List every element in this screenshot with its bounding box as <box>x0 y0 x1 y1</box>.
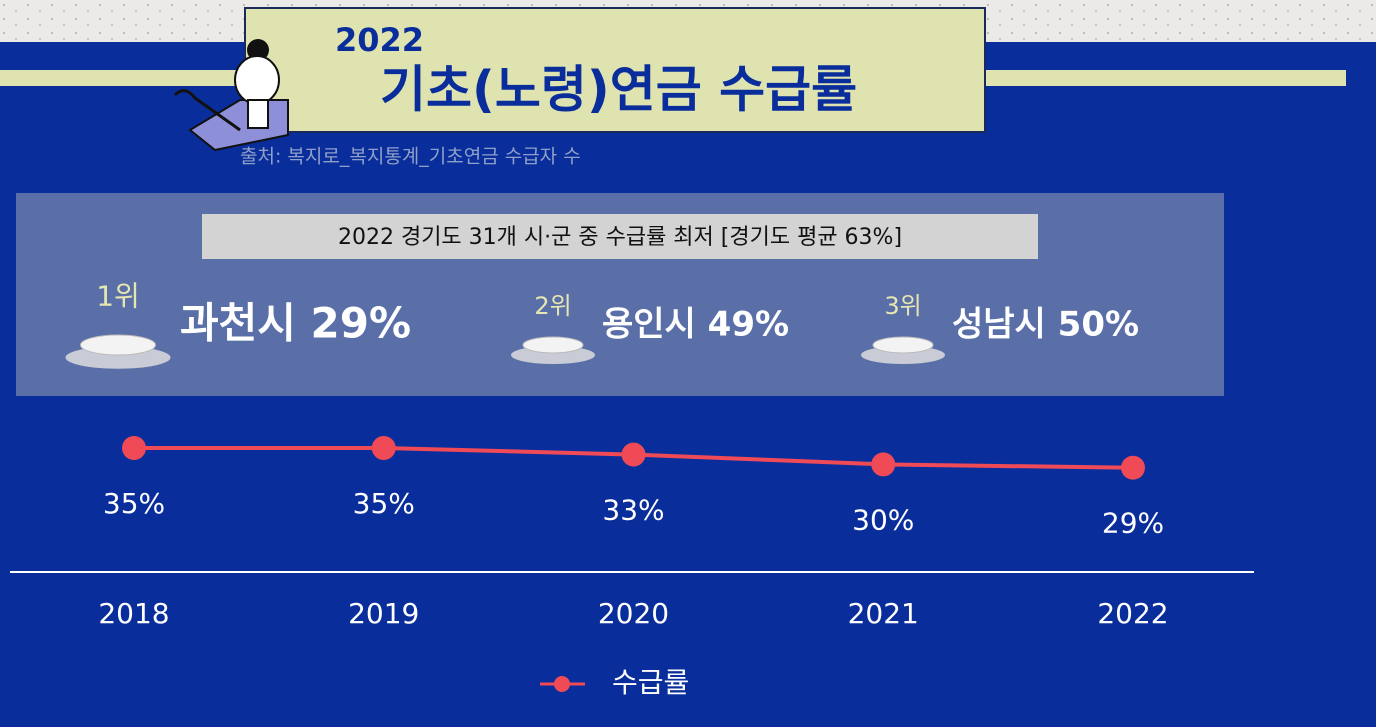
rank-label: 1위 <box>96 280 140 313</box>
title-year: 2022 <box>335 21 424 59</box>
point <box>621 442 646 467</box>
x-tick-label: 2019 <box>348 597 419 630</box>
x-tick-label: 2021 <box>848 597 919 630</box>
heading-box <box>202 214 1038 259</box>
rank-label: 2위 <box>534 292 571 320</box>
title-box <box>244 7 986 133</box>
data-label: 30% <box>852 503 914 536</box>
source: 출처: 복지로_복지통계_기초연금 수급자 수 <box>240 146 581 168</box>
x-tick-label: 2020 <box>598 597 669 630</box>
point <box>871 452 896 477</box>
point <box>371 436 396 460</box>
data-label: 33% <box>602 494 664 527</box>
point <box>122 436 146 460</box>
rank-text: 과천시 29% <box>180 299 411 348</box>
character <box>173 39 289 152</box>
x-tick-label: 2022 <box>1097 597 1168 630</box>
podium-top <box>872 336 934 354</box>
rank-label: 3위 <box>884 292 921 320</box>
x-tick-label: 2018 <box>98 597 169 630</box>
legend-label: 수급률 <box>612 666 689 699</box>
rank-text: 용인시 49% <box>602 305 789 345</box>
highlight-heading: 2022 경기도 31개 시·군 중 수급률 최저 [경기도 평균 63%] <box>338 225 902 250</box>
data-label: 29% <box>1102 507 1164 540</box>
podium-top <box>522 336 584 354</box>
point <box>1121 455 1145 480</box>
data-label: 35% <box>353 487 415 520</box>
legend-marker <box>554 676 570 692</box>
title: 기초(노령)연금 수급률 <box>380 61 857 119</box>
data-label: 35% <box>103 487 165 520</box>
rank-text: 성남시 50% <box>952 305 1139 345</box>
podium-top <box>80 334 156 356</box>
